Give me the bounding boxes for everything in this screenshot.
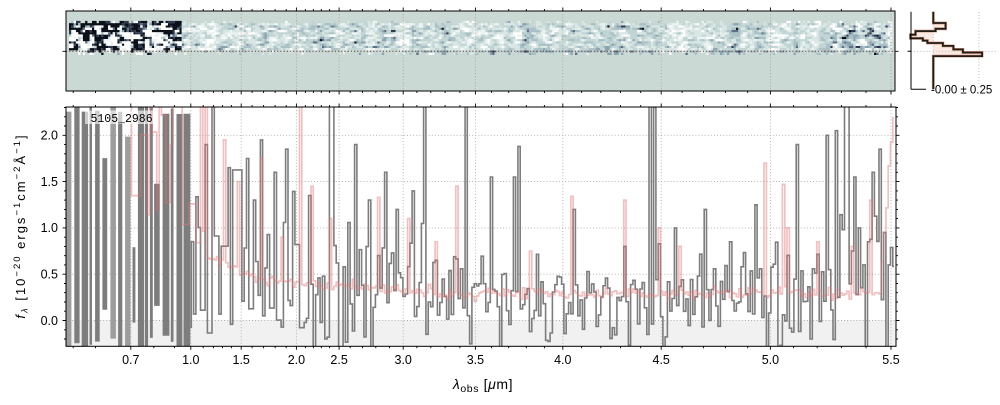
svg-text:0.7: 0.7 <box>122 353 139 367</box>
svg-text:5.5: 5.5 <box>882 353 899 367</box>
svg-text:1.5: 1.5 <box>41 175 58 189</box>
svg-text:1.0: 1.0 <box>41 221 58 235</box>
svg-text:0.0: 0.0 <box>41 314 58 328</box>
svg-text:1.0: 1.0 <box>182 353 199 367</box>
svg-text:2.5: 2.5 <box>330 353 347 367</box>
svg-text:5105_2986: 5105_2986 <box>91 113 153 126</box>
svg-text:3.0: 3.0 <box>395 353 412 367</box>
svg-text:λobs [μm]: λobs [μm] <box>452 376 513 395</box>
svg-text:5.0: 5.0 <box>762 353 779 367</box>
svg-text:2.0: 2.0 <box>41 129 58 143</box>
svg-text:4.0: 4.0 <box>554 353 571 367</box>
svg-text:0.5: 0.5 <box>41 268 58 282</box>
svg-text:-0.00 ± 0.25: -0.00 ± 0.25 <box>931 85 992 97</box>
svg-text:4.5: 4.5 <box>653 353 670 367</box>
svg-text:1.5: 1.5 <box>233 353 250 367</box>
svg-text:fλ [10−20 ergs−1cm−2Å−1]: fλ [10−20 ergs−1cm−2Å−1] <box>12 133 31 318</box>
svg-text:3.5: 3.5 <box>467 353 484 367</box>
svg-text:2.0: 2.0 <box>288 353 305 367</box>
